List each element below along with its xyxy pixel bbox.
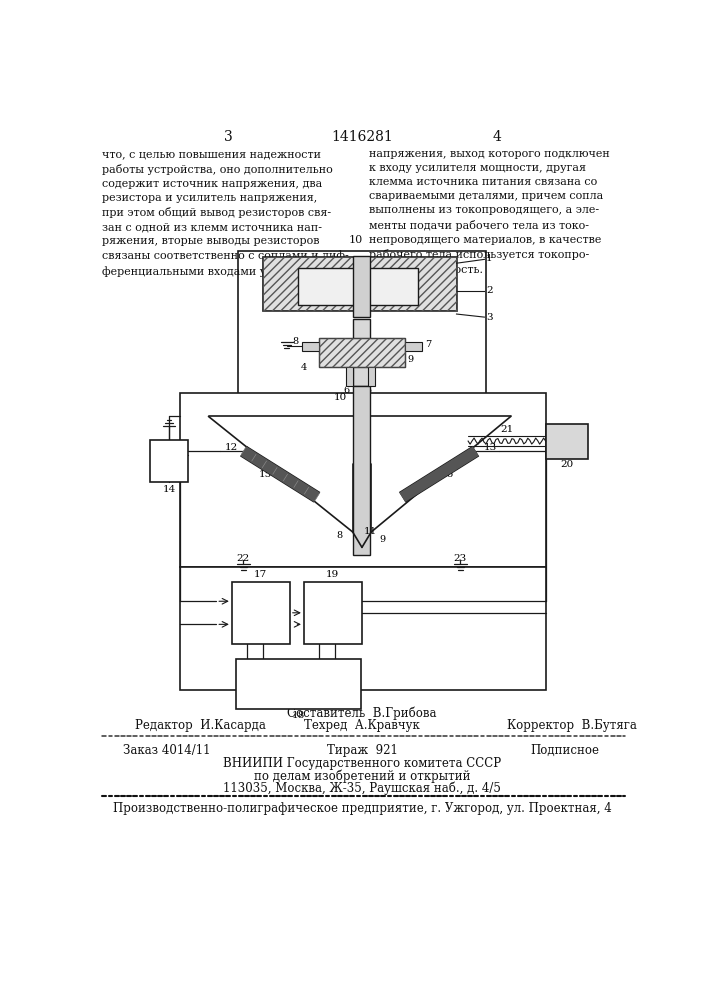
Bar bbox=[320, 338, 404, 367]
Text: Подписное: Подписное bbox=[530, 744, 599, 757]
Bar bbox=[368, 367, 375, 386]
Text: Редактор  И.Касарда: Редактор И.Касарда bbox=[135, 719, 266, 732]
Bar bbox=[151, 440, 187, 482]
Bar bbox=[346, 367, 354, 386]
Text: +: + bbox=[240, 617, 252, 631]
Text: 13: 13 bbox=[484, 443, 497, 452]
Text: 9: 9 bbox=[379, 535, 385, 544]
Text: 23: 23 bbox=[454, 554, 467, 563]
Text: 12: 12 bbox=[225, 443, 238, 452]
Text: 4: 4 bbox=[300, 363, 307, 372]
Text: 21: 21 bbox=[501, 425, 513, 434]
Text: Заказ 4014/11: Заказ 4014/11 bbox=[123, 744, 211, 757]
Text: 22: 22 bbox=[237, 554, 250, 563]
Bar bbox=[298, 268, 418, 305]
Text: 3: 3 bbox=[223, 130, 233, 144]
Bar bbox=[263, 257, 457, 311]
Text: −: − bbox=[312, 594, 324, 608]
Text: Производственно-полиграфическое предприятие, г. Ужгород, ул. Проектная, 4: Производственно-полиграфическое предприя… bbox=[112, 802, 612, 815]
Text: 9: 9 bbox=[407, 355, 413, 364]
Bar bbox=[238, 251, 486, 416]
Text: 6: 6 bbox=[344, 386, 349, 395]
Text: −: − bbox=[273, 693, 284, 706]
Bar bbox=[263, 257, 457, 311]
Text: 10: 10 bbox=[349, 235, 363, 245]
Text: 3: 3 bbox=[486, 313, 493, 322]
Bar bbox=[235, 659, 361, 709]
Bar bbox=[404, 342, 421, 351]
Bar bbox=[546, 424, 588, 459]
Bar bbox=[180, 393, 546, 567]
Bar bbox=[304, 582, 362, 644]
Text: 14: 14 bbox=[163, 485, 175, 494]
Bar bbox=[320, 338, 404, 367]
Text: 113035, Москва, Ж-35, Раушская наб., д. 4/5: 113035, Москва, Ж-35, Раушская наб., д. … bbox=[223, 781, 501, 795]
Text: что, с целью повышения надежности
работы устройства, оно дополнительно
содержит : что, с целью повышения надежности работы… bbox=[103, 149, 349, 277]
Text: Корректор  В.Бутяга: Корректор В.Бутяга bbox=[507, 719, 637, 732]
Text: Тираж  921: Тираж 921 bbox=[327, 744, 397, 757]
Bar bbox=[180, 567, 546, 690]
Text: напряжения, выход которого подключен
к входу усилителя мощности, другая
клемма и: напряжения, выход которого подключен к в… bbox=[369, 149, 609, 274]
Text: ВНИИПИ Государственного комитета СССР: ВНИИПИ Государственного комитета СССР bbox=[223, 757, 501, 770]
Text: 19: 19 bbox=[326, 570, 339, 579]
Text: +: + bbox=[243, 694, 252, 704]
Text: +: + bbox=[156, 448, 167, 461]
Text: 17: 17 bbox=[254, 570, 267, 579]
Text: 10: 10 bbox=[334, 393, 347, 402]
Text: Техред  А.Кравчук: Техред А.Кравчук bbox=[304, 719, 420, 732]
Bar bbox=[354, 319, 370, 386]
Text: Составитель  В.Грибова: Составитель В.Грибова bbox=[287, 707, 437, 720]
Text: 7: 7 bbox=[426, 340, 432, 349]
Text: −: − bbox=[168, 454, 180, 468]
Text: 11: 11 bbox=[363, 527, 377, 536]
Text: 8: 8 bbox=[337, 531, 343, 540]
Bar bbox=[303, 342, 320, 351]
Text: 4: 4 bbox=[492, 130, 501, 144]
Text: по делам изобретений и открытий: по делам изобретений и открытий bbox=[254, 769, 470, 783]
Text: +: + bbox=[312, 617, 324, 631]
Text: −: − bbox=[240, 594, 252, 608]
Text: 18: 18 bbox=[292, 711, 305, 720]
Text: 2: 2 bbox=[486, 286, 493, 295]
Text: 5: 5 bbox=[365, 386, 371, 395]
Text: 20: 20 bbox=[560, 460, 573, 469]
Text: 16: 16 bbox=[441, 470, 454, 479]
Text: 15: 15 bbox=[259, 470, 272, 479]
Bar bbox=[232, 582, 290, 644]
Bar bbox=[354, 386, 370, 555]
Text: 1416281: 1416281 bbox=[331, 130, 393, 144]
Text: 8: 8 bbox=[292, 337, 298, 346]
Text: 1: 1 bbox=[486, 254, 493, 263]
Bar bbox=[354, 256, 370, 317]
